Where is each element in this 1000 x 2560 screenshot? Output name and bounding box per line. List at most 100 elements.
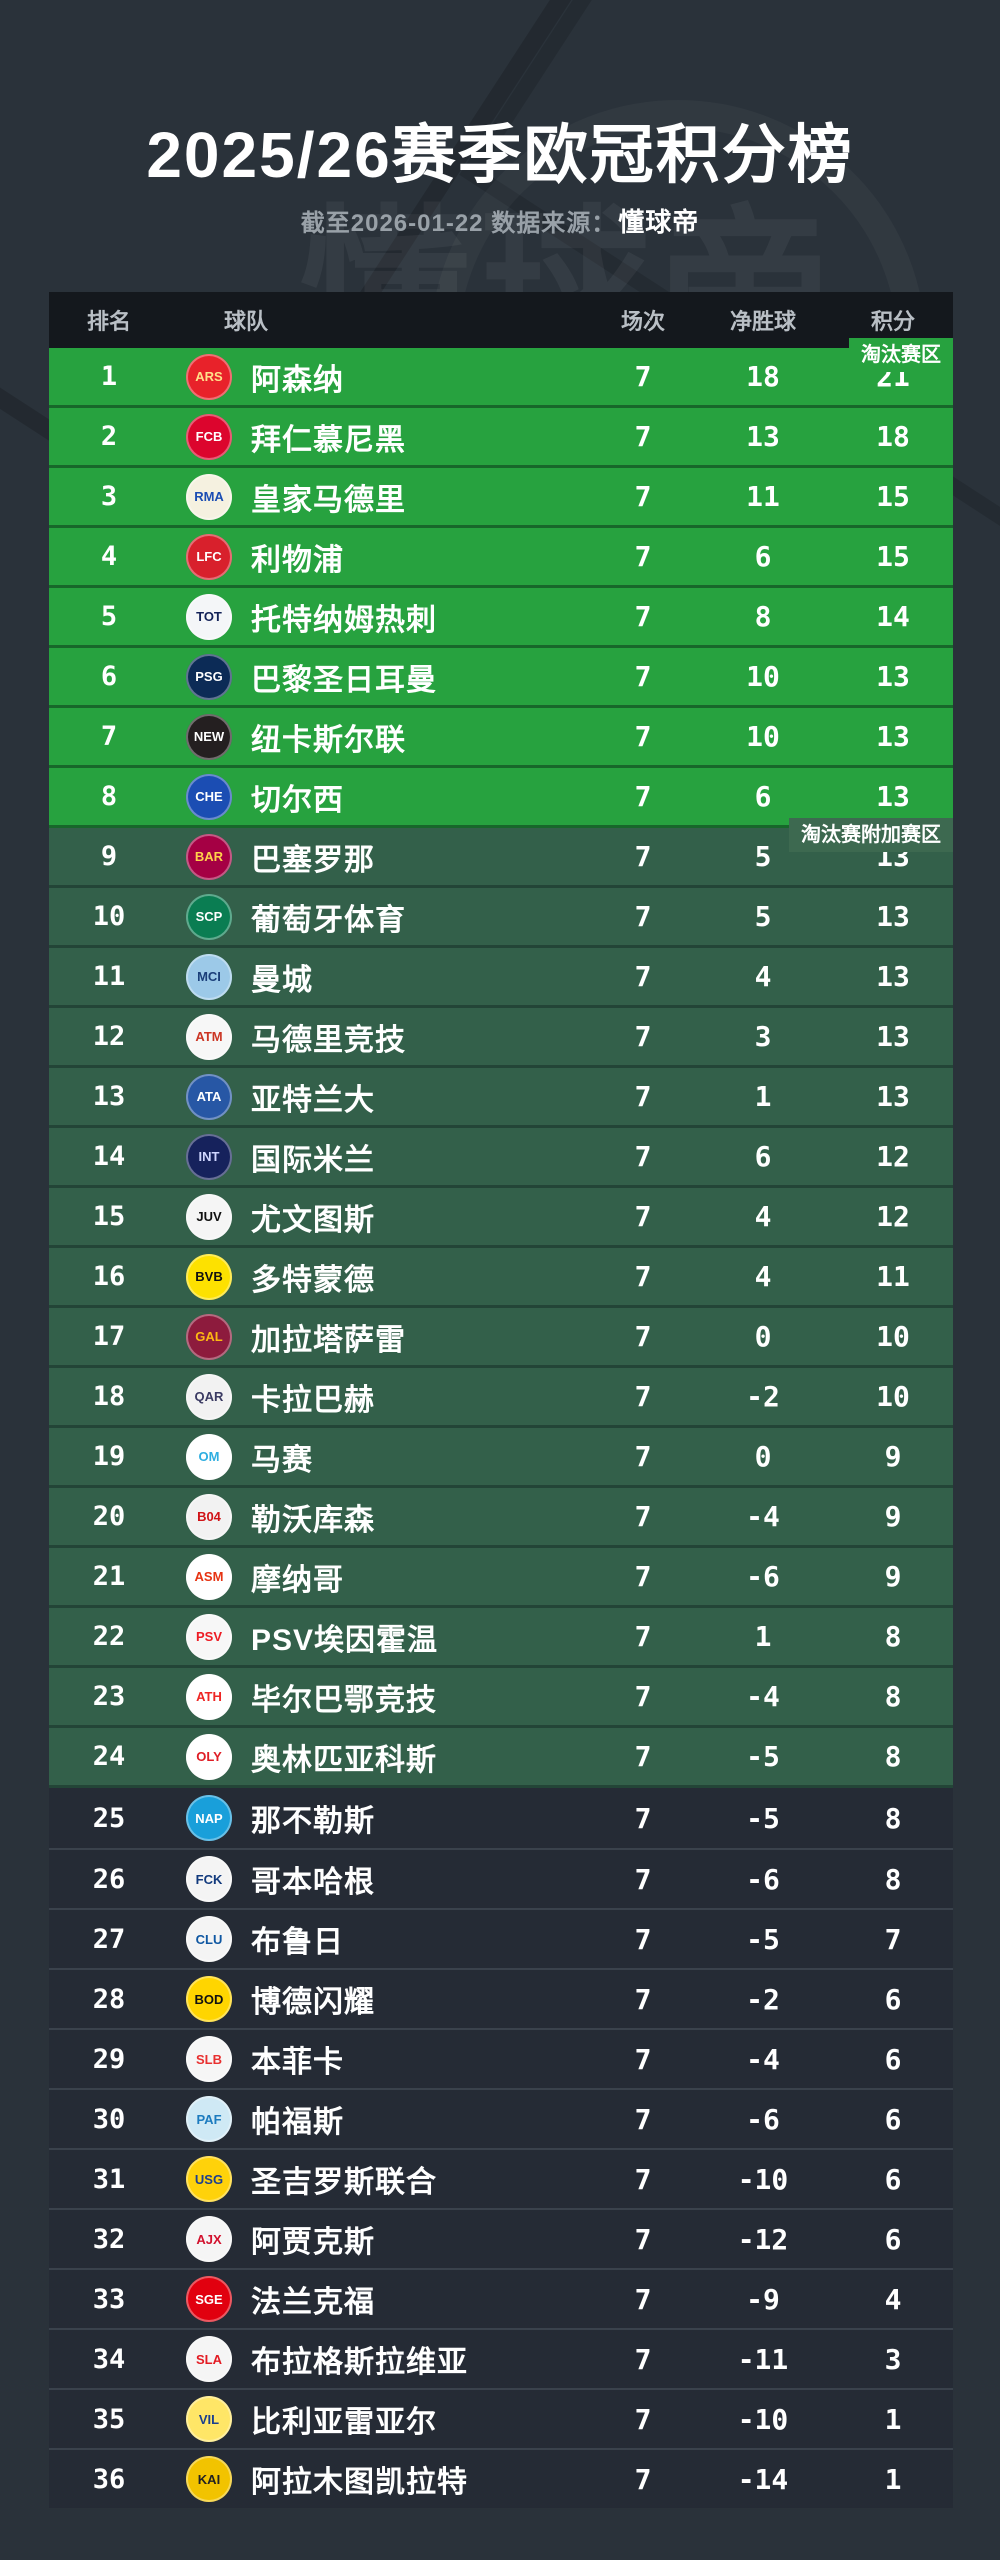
- subtitle: 截至2026-01-22 数据来源：懂球帝: [0, 202, 1000, 239]
- team-name: 利物浦: [251, 543, 344, 577]
- team-crest-icon: USG: [186, 2156, 232, 2202]
- header-points: 积分: [870, 309, 915, 334]
- points-cell: 13: [876, 660, 910, 693]
- team-crest-icon: SCP: [186, 893, 232, 940]
- table-row: 34 SLA 布拉格斯拉维亚 7 -11 3: [49, 2328, 953, 2388]
- goal-difference-cell: -2: [746, 1380, 780, 1413]
- table-rows: 淘汰赛区 淘汰赛附加赛区 1 ARS 阿森纳 7 18 21 2 FCB 拜仁慕…: [49, 338, 953, 2508]
- points-cell: 15: [876, 480, 910, 513]
- subtitle-date-source-label: 截至2026-01-22 数据来源：: [300, 210, 617, 237]
- points-cell: 3: [884, 2342, 902, 2376]
- table-row: 24 OLY 奥林匹亚科斯 7 -5 8: [49, 1728, 953, 1788]
- team-name: 布拉格斯拉维亚: [251, 2346, 468, 2379]
- team-logo-cell: INT: [169, 1133, 249, 1180]
- team-name: 巴黎圣日耳曼: [251, 663, 437, 697]
- rank-cell: 23: [92, 1681, 126, 1712]
- team-logo-cell: RMA: [169, 473, 249, 520]
- team-crest-icon: TOT: [186, 593, 232, 640]
- table-row: 4 LFC 利物浦 7 6 15: [49, 528, 953, 588]
- team-logo-cell: ARS: [169, 353, 249, 400]
- team-logo-cell: ATM: [169, 1013, 249, 1060]
- team-crest-icon: VIL: [186, 2396, 232, 2442]
- goal-difference-cell: -14: [737, 2462, 789, 2496]
- rank-cell: 8: [100, 781, 118, 812]
- points-cell: 18: [876, 420, 910, 453]
- goal-difference-cell: 10: [746, 660, 780, 693]
- table-row: 30 PAF 帕福斯 7 -6 6: [49, 2088, 953, 2148]
- team-name: 卡拉巴赫: [251, 1383, 375, 1417]
- page-title: 2025/26赛季欧冠积分榜: [146, 119, 854, 191]
- goal-difference-cell: -5: [746, 1922, 780, 1956]
- played-cell: 7: [634, 1740, 652, 1773]
- team-logo-cell: FCK: [169, 1856, 249, 1902]
- team-logo-cell: SLA: [169, 2336, 249, 2382]
- played-cell: 7: [634, 2282, 652, 2316]
- table-header: 排名 球队 场次 净胜球 积分: [49, 292, 953, 348]
- table-row: 35 VIL 比利亚雷亚尔 7 -10 1: [49, 2388, 953, 2448]
- goal-difference-cell: -5: [746, 1740, 780, 1773]
- team-name: 勒沃库森: [251, 1503, 375, 1537]
- team-crest-icon: PAF: [186, 2096, 232, 2142]
- points-cell: 6: [884, 2102, 902, 2136]
- team-logo-cell: VIL: [169, 2396, 249, 2442]
- team-logo-cell: TOT: [169, 593, 249, 640]
- goal-difference-cell: -6: [746, 1560, 780, 1593]
- table-row: 21 ASM 摩纳哥 7 -6 9: [49, 1548, 953, 1608]
- rank-cell: 17: [92, 1321, 126, 1352]
- played-cell: 7: [634, 900, 652, 933]
- team-crest-icon: NAP: [186, 1795, 232, 1841]
- points-cell: 13: [876, 780, 910, 813]
- team-name: 圣吉罗斯联合: [251, 2166, 437, 2199]
- rank-cell: 24: [92, 1741, 126, 1772]
- team-crest-icon: ATM: [186, 1013, 232, 1060]
- team-logo-cell: KAI: [169, 2456, 249, 2502]
- points-cell: 8: [884, 1801, 902, 1835]
- team-crest-icon: GAL: [186, 1313, 232, 1360]
- points-cell: 13: [876, 900, 910, 933]
- team-crest-icon: MCI: [186, 953, 232, 1000]
- points-cell: 9: [884, 1560, 902, 1593]
- team-name: 马德里竞技: [251, 1023, 406, 1057]
- played-cell: 7: [634, 840, 652, 873]
- table-row: 13 ATA 亚特兰大 7 1 13: [49, 1068, 953, 1128]
- rank-cell: 4: [100, 541, 118, 572]
- played-cell: 7: [634, 1440, 652, 1473]
- points-cell: 12: [876, 1200, 910, 1233]
- table-row: 29 SLB 本菲卡 7 -4 6: [49, 2028, 953, 2088]
- team-logo-cell: SGE: [169, 2276, 249, 2322]
- rank-cell: 12: [92, 1021, 126, 1052]
- team-logo-cell: USG: [169, 2156, 249, 2202]
- team-crest-icon: SLB: [186, 2036, 232, 2082]
- team-crest-icon: PSG: [186, 653, 232, 700]
- played-cell: 7: [634, 2102, 652, 2136]
- team-name: 本菲卡: [251, 2046, 344, 2079]
- goal-difference-cell: 8: [754, 600, 772, 633]
- team-name: 奥林匹亚科斯: [251, 1743, 437, 1777]
- rank-cell: 10: [92, 901, 126, 932]
- team-logo-cell: CHE: [169, 773, 249, 820]
- team-name: 帕福斯: [251, 2106, 344, 2139]
- points-cell: 10: [876, 1320, 910, 1353]
- team-logo-cell: PSG: [169, 653, 249, 700]
- team-crest-icon: AJX: [186, 2216, 232, 2262]
- team-name: 皇家马德里: [251, 483, 406, 517]
- rank-cell: 15: [92, 1201, 126, 1232]
- goal-difference-cell: 10: [746, 720, 780, 753]
- header-goal-difference: 净胜球: [729, 309, 796, 334]
- table-row: 32 AJX 阿贾克斯 7 -12 6: [49, 2208, 953, 2268]
- played-cell: 7: [634, 1200, 652, 1233]
- goal-difference-cell: 0: [754, 1320, 772, 1353]
- team-logo-cell: NAP: [169, 1795, 249, 1841]
- table-row: 18 QAR 卡拉巴赫 7 -2 10: [49, 1368, 953, 1428]
- rank-cell: 7: [100, 721, 118, 752]
- points-cell: 14: [876, 600, 910, 633]
- team-logo-cell: PSV: [169, 1613, 249, 1660]
- rank-cell: 29: [92, 2043, 126, 2075]
- points-cell: 13: [876, 1020, 910, 1053]
- table-row: 19 OM 马赛 7 0 9: [49, 1428, 953, 1488]
- played-cell: 7: [634, 1922, 652, 1956]
- team-logo-cell: BVB: [169, 1253, 249, 1300]
- team-logo-cell: QAR: [169, 1373, 249, 1420]
- rank-cell: 14: [92, 1141, 126, 1172]
